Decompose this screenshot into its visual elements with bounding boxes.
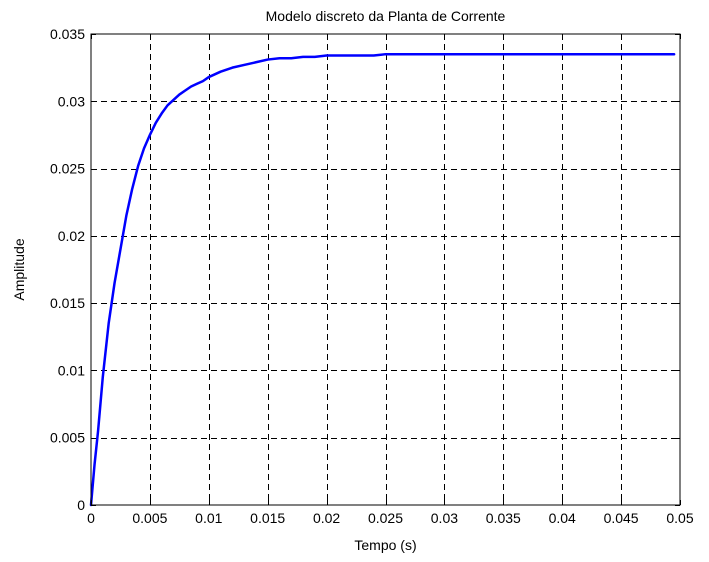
chart-title: Modelo discreto da Planta de Corrente	[266, 8, 506, 24]
x-axis-label: Tempo (s)	[354, 537, 416, 553]
x-tick-label: 0.03	[431, 510, 458, 526]
y-tick-label: 0.02	[58, 228, 85, 244]
y-tick-label: 0	[77, 497, 85, 513]
y-tick-label: 0.015	[50, 295, 85, 311]
y-tick-label: 0.005	[50, 430, 85, 446]
x-tick-label: 0	[87, 510, 95, 526]
plot-area	[91, 34, 680, 505]
x-tick-label: 0.04	[549, 510, 576, 526]
x-tick-label: 0.05	[666, 510, 693, 526]
x-tick-label: 0.035	[486, 510, 521, 526]
x-tick-label: 0.005	[132, 510, 167, 526]
x-tick-label: 0.01	[195, 510, 222, 526]
y-tick-label: 0.035	[50, 26, 85, 42]
y-tick-label: 0.03	[58, 93, 85, 109]
x-tick-label: 0.025	[368, 510, 403, 526]
x-tick-label: 0.02	[313, 510, 340, 526]
y-axis-label: Amplitude	[11, 238, 27, 300]
x-tick-label: 0.015	[250, 510, 285, 526]
x-tick-label: 0.045	[604, 510, 639, 526]
y-tick-label: 0.01	[58, 362, 85, 378]
y-tick-label: 0.025	[50, 161, 85, 177]
